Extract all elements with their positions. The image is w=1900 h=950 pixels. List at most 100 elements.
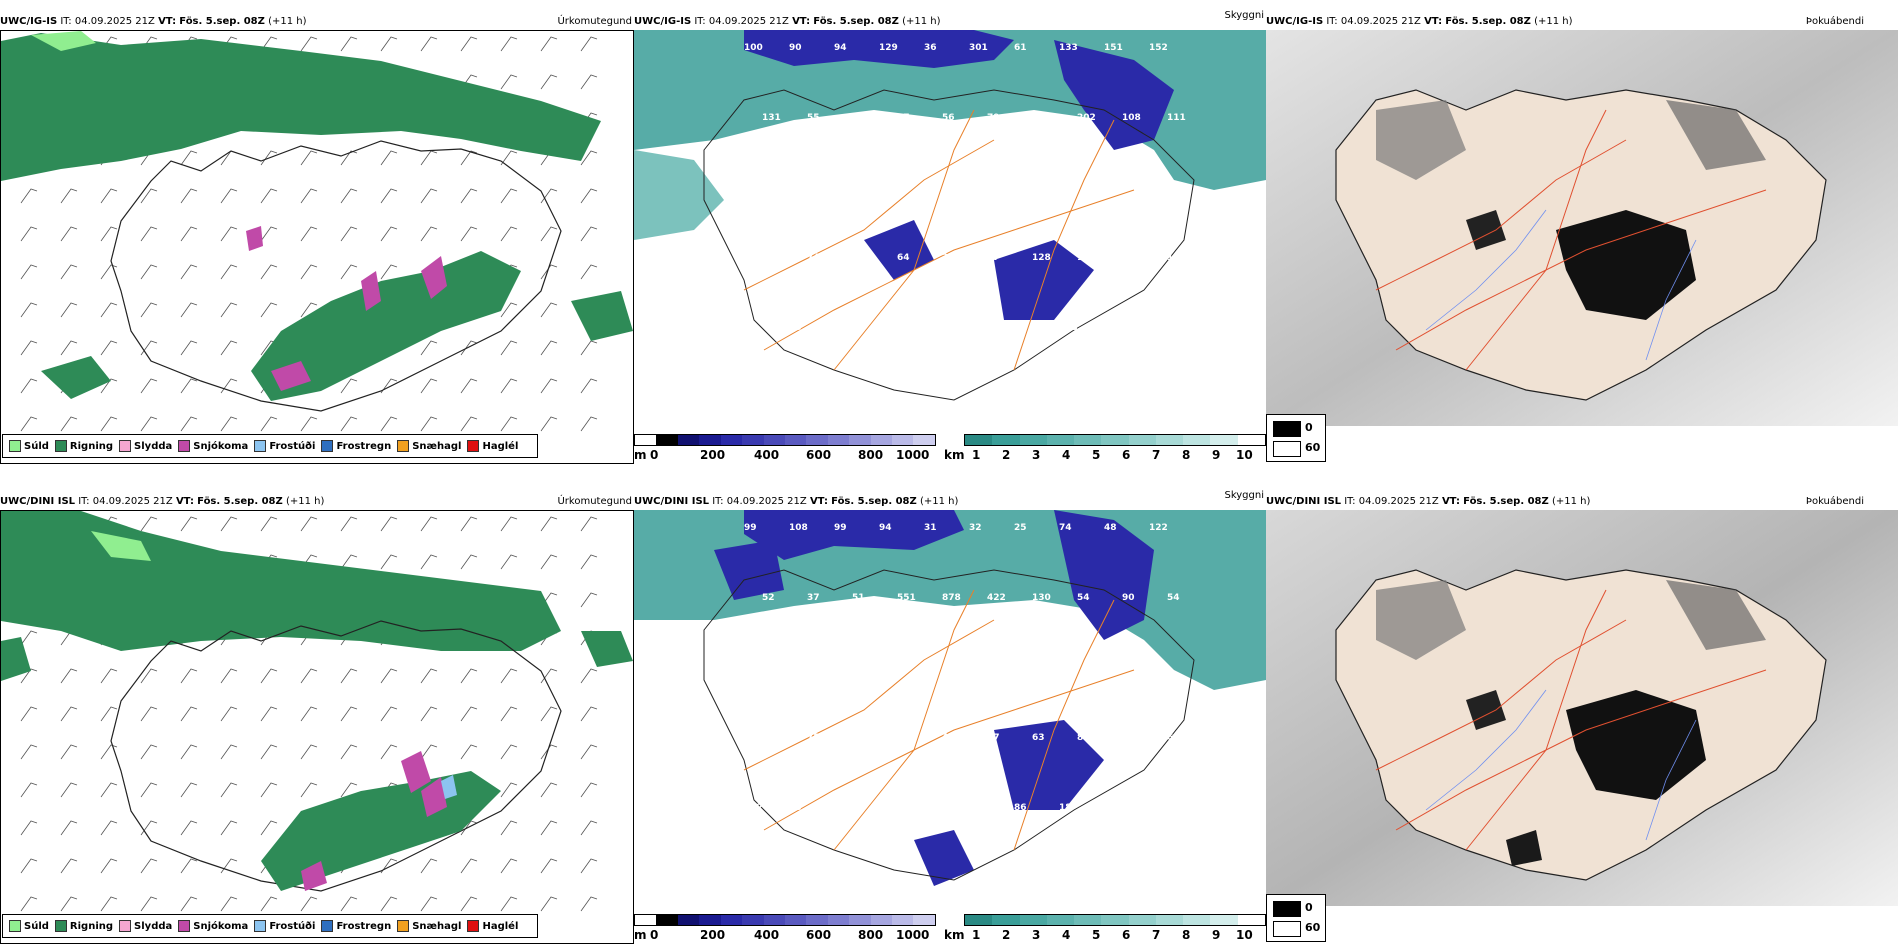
cloud-base-label: 90 bbox=[789, 43, 802, 53]
cloud-base-tick: 400 bbox=[754, 448, 780, 462]
wind-barb bbox=[540, 340, 558, 356]
wind-barb bbox=[100, 896, 118, 912]
low-cloud-nw bbox=[714, 540, 784, 600]
low-cloud-center bbox=[864, 220, 934, 280]
cloud-base-label: 50 bbox=[879, 803, 892, 813]
fog-legend-low: 0 bbox=[1305, 421, 1313, 434]
wind-barb bbox=[500, 820, 518, 836]
drizzle-patch bbox=[31, 31, 96, 51]
wind-barb bbox=[60, 782, 78, 798]
wind-barb bbox=[540, 706, 558, 722]
cloud-base-tick: 600 bbox=[806, 448, 832, 462]
wind-barb bbox=[220, 226, 238, 242]
cloud-panel-row2: UWC/DINI ISL IT: 04.09.2025 21Z VT: Fös.… bbox=[634, 490, 1266, 944]
visibility-tick: 10 bbox=[1236, 448, 1253, 462]
it-value: 04.09.2025 21Z bbox=[708, 16, 789, 27]
cloud-base-tick: 800 bbox=[858, 928, 884, 942]
wind-barb bbox=[20, 302, 38, 318]
legend-item: Frostregn bbox=[321, 440, 391, 452]
vt-value: Fös. 5.sep. 08Z bbox=[1463, 496, 1549, 507]
cloud-base-label: 128 bbox=[1032, 253, 1051, 263]
wind-barb bbox=[380, 744, 398, 760]
cloud-base-label: 422 bbox=[987, 593, 1006, 603]
wind-barb bbox=[260, 226, 278, 242]
wind-barb bbox=[300, 706, 318, 722]
it-value: 04.09.2025 21Z bbox=[74, 16, 155, 27]
legend-item: Frostregn bbox=[321, 920, 391, 932]
road-network bbox=[1375, 589, 1767, 851]
wind-barb bbox=[260, 668, 278, 684]
legend-swatch bbox=[119, 920, 132, 932]
wind-barb bbox=[460, 36, 478, 52]
rivers bbox=[1425, 209, 1697, 361]
wind-barb bbox=[580, 858, 598, 874]
fog-map-svg bbox=[1266, 510, 1898, 906]
panel-type-title: Úrkomutegund bbox=[557, 16, 632, 27]
cloud-base-label: 105 bbox=[1149, 323, 1168, 333]
wind-barb bbox=[20, 896, 38, 912]
wind-barb bbox=[580, 668, 598, 684]
wind-barb bbox=[460, 150, 478, 166]
wind-barb bbox=[300, 36, 318, 52]
wind-barb bbox=[100, 416, 118, 432]
wind-barb bbox=[300, 782, 318, 798]
wind-barb bbox=[340, 782, 358, 798]
snow-patch-3 bbox=[271, 361, 311, 391]
lead-time: (+11 h) bbox=[919, 496, 959, 507]
cloud-map[interactable]: 100 90 94 129 36 301 61 133 151 152 131 55 83 37 56 79 8… bbox=[634, 30, 1266, 426]
wind-barb bbox=[500, 74, 518, 90]
legend-item: Haglél bbox=[467, 920, 518, 932]
legend-item: Súld bbox=[9, 920, 49, 932]
cloud-base-label: 96 bbox=[1104, 323, 1117, 333]
cloud-map[interactable]: 99 108 99 94 31 32 25 74 48 122 52 37 51 551 878 422 130… bbox=[634, 510, 1266, 906]
cloud-base-label: 551 bbox=[897, 593, 916, 603]
cloud-base-label: 80 bbox=[1077, 733, 1090, 743]
wind-barb bbox=[220, 820, 238, 836]
lead-time: (+11 h) bbox=[1534, 16, 1573, 27]
model-name: UWC/DINI ISL bbox=[1266, 496, 1342, 507]
cloud-base-label: 335 bbox=[834, 803, 853, 813]
precip-legend: Súld Rigning Slydda Snjókoma Frostúði Fr… bbox=[2, 434, 538, 458]
fog-map[interactable] bbox=[1266, 510, 1898, 906]
wind-barb bbox=[500, 668, 518, 684]
drizzle-patch bbox=[91, 531, 151, 561]
cloud-base-label: 32 bbox=[969, 523, 982, 533]
legend-swatch bbox=[178, 440, 191, 452]
cloud-base-label: 182 bbox=[924, 323, 943, 333]
wind-barb bbox=[140, 378, 158, 394]
wind-barb bbox=[540, 74, 558, 90]
wind-barb bbox=[140, 706, 158, 722]
rain-blob-e bbox=[571, 291, 633, 341]
wind-barb bbox=[460, 416, 478, 432]
wind-barb bbox=[580, 378, 598, 394]
visibility-tick: 3 bbox=[1032, 448, 1041, 462]
legend-label: Frostregn bbox=[336, 440, 392, 452]
fog-map[interactable] bbox=[1266, 30, 1898, 426]
rivers bbox=[1425, 689, 1697, 841]
visibility-colorbar: km 1 2 3 4 5 6 7 8 9 10 bbox=[944, 434, 1266, 464]
wind-barb bbox=[180, 150, 198, 166]
wind-barb bbox=[500, 36, 518, 52]
wind-barb bbox=[540, 896, 558, 912]
legend-swatch bbox=[119, 440, 132, 452]
cloud-base-label: 56 bbox=[942, 113, 955, 123]
wind-barb bbox=[340, 188, 358, 204]
cloud-base-tick: 1000 bbox=[896, 928, 930, 942]
visibility-tick: 8 bbox=[1182, 928, 1191, 942]
precip-map[interactable] bbox=[0, 510, 634, 944]
wind-barb bbox=[180, 416, 198, 432]
precip-map[interactable] bbox=[0, 30, 634, 464]
wind-barb bbox=[140, 302, 158, 318]
wind-barb bbox=[20, 744, 38, 760]
cloud-base-tick: 800 bbox=[858, 448, 884, 462]
legend-swatch bbox=[54, 440, 67, 452]
it-label: IT: bbox=[1326, 16, 1338, 27]
wind-barb bbox=[380, 706, 398, 722]
lead-time: (+11 h) bbox=[1551, 496, 1591, 507]
cloud-base-label: 46 bbox=[942, 733, 955, 743]
wind-barb bbox=[460, 744, 478, 760]
cloud-base-strip bbox=[634, 914, 936, 926]
iceland-outline bbox=[703, 89, 1195, 401]
it-value: 04.09.2025 21Z bbox=[726, 496, 807, 507]
wind-barb bbox=[380, 188, 398, 204]
